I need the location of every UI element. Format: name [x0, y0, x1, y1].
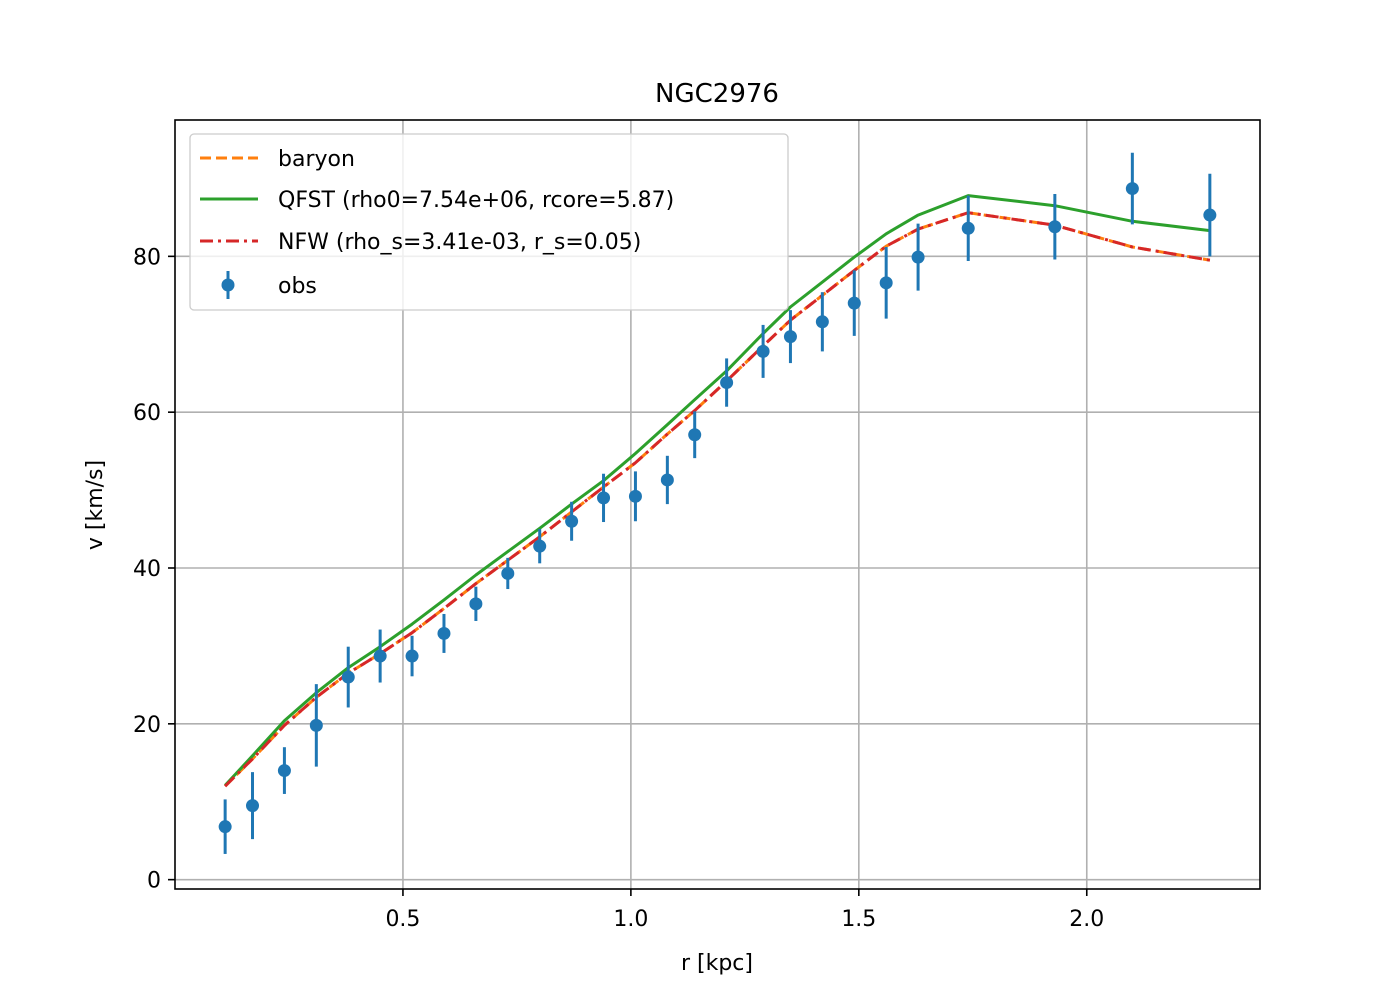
data-point: [628, 489, 642, 503]
x-tick-label: 1.0: [613, 907, 648, 932]
y-tick-label: 20: [133, 713, 161, 738]
data-point: [341, 670, 355, 684]
data-point: [783, 330, 797, 344]
data-point: [815, 315, 829, 329]
legend-box: [189, 133, 789, 311]
data-point: [373, 649, 387, 663]
data-point: [660, 473, 674, 487]
series-line-1: [223, 194, 1211, 787]
data-point: [533, 539, 547, 553]
data-point: [246, 799, 259, 813]
data-point: [911, 250, 925, 264]
x-axis: 0.5 1.0 1.5 2.0: [385, 889, 1104, 932]
x-tick-label: 2.0: [1069, 907, 1104, 932]
data-point: [756, 344, 770, 358]
legend-label: obs: [278, 274, 317, 299]
data-point: [501, 566, 515, 580]
legend-label: QFST (rho0=7.54e+06, rcore=5.87): [278, 188, 674, 213]
data-point: [565, 514, 579, 528]
data-point: [277, 764, 291, 778]
plot-frame: [174, 119, 1261, 890]
data-point: [309, 718, 323, 732]
legend-label: NFW (rho_s=3.41e-03, r_s=0.05): [278, 230, 641, 255]
data-point: [597, 491, 611, 505]
data-point: [1125, 182, 1139, 196]
data-point: [1048, 220, 1062, 234]
data-point: [720, 376, 734, 390]
series-line-2: [224, 211, 1211, 788]
series-layer: [218, 152, 1217, 854]
data-point: [469, 597, 483, 611]
data-point: [1203, 208, 1217, 222]
y-axis: 0 20 40 60 80: [133, 245, 175, 894]
grid: [175, 120, 1260, 889]
data-point: [218, 820, 232, 834]
data-point: [847, 296, 861, 310]
legend-marker: [221, 278, 235, 292]
y-tick-label: 60: [133, 401, 161, 426]
x-tick-label: 0.5: [385, 907, 420, 932]
legend: baryon QFST (rho0=7.54e+06, rcore=5.87) NF…: [189, 133, 789, 311]
series-line-0: [224, 211, 1211, 788]
data-point: [879, 276, 893, 290]
y-tick-label: 40: [133, 557, 161, 582]
legend-label: baryon: [278, 147, 355, 172]
y-axis-label: v [km/s]: [83, 460, 108, 550]
data-point: [437, 626, 451, 640]
data-point: [405, 649, 419, 663]
x-tick-label: 1.5: [841, 907, 876, 932]
data-point: [688, 428, 702, 442]
y-tick-label: 80: [133, 245, 161, 270]
x-axis-label: r [kpc]: [681, 951, 753, 976]
data-point: [961, 221, 975, 235]
legend-entries: baryon QFST (rho0=7.54e+06, rcore=5.87) NF…: [200, 147, 674, 299]
chart-title: NGC2976: [655, 79, 779, 109]
y-tick-label: 0: [147, 869, 161, 894]
